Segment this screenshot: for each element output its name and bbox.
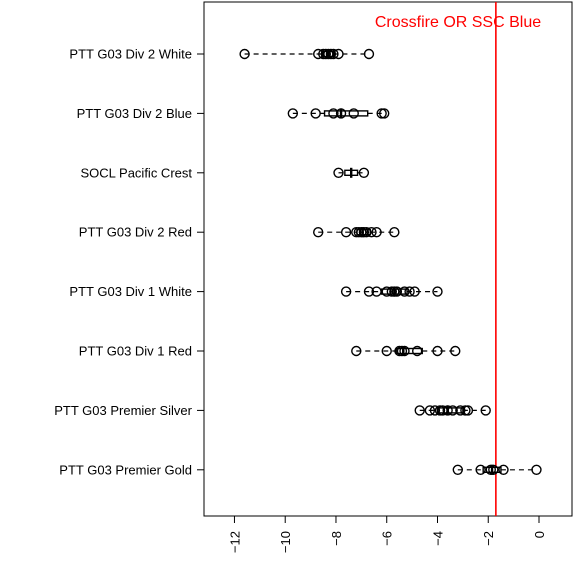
data-point bbox=[313, 226, 324, 238]
data-point bbox=[340, 226, 352, 238]
data-point bbox=[432, 286, 443, 297]
x-tick-label: −4 bbox=[430, 531, 445, 546]
data-point bbox=[432, 345, 443, 357]
data-point bbox=[363, 48, 375, 60]
x-tick-label: 0 bbox=[532, 531, 547, 538]
data-point bbox=[531, 464, 542, 475]
data-point bbox=[462, 405, 474, 416]
category-label: PTT G03 Div 2 White bbox=[69, 47, 192, 62]
data-point bbox=[287, 108, 299, 119]
data-point bbox=[452, 464, 463, 475]
reference-line-label: Crossfire OR SSC Blue bbox=[375, 14, 541, 31]
data-point bbox=[447, 405, 458, 416]
category-label: PTT G03 Div 1 Red bbox=[79, 344, 192, 359]
data-point bbox=[328, 108, 339, 119]
data-point bbox=[363, 286, 375, 297]
reference-line-group: Crossfire OR SSC Blue bbox=[375, 2, 541, 516]
data-point bbox=[409, 286, 420, 297]
category-label: PTT G03 Div 2 Blue bbox=[77, 106, 192, 121]
data-point bbox=[389, 226, 400, 238]
data-point bbox=[358, 167, 370, 179]
data-point bbox=[391, 286, 403, 297]
boxplot bbox=[333, 167, 370, 179]
data-point bbox=[239, 48, 250, 60]
x-tick-label: −2 bbox=[481, 531, 496, 546]
boxplot bbox=[239, 48, 375, 60]
boxplot bbox=[452, 464, 542, 475]
boxplot bbox=[351, 345, 461, 357]
data-point bbox=[455, 405, 466, 416]
data-point bbox=[333, 167, 344, 179]
x-tick-label: −8 bbox=[329, 531, 344, 546]
data-point bbox=[475, 464, 486, 475]
data-point bbox=[328, 48, 339, 60]
plot-frame bbox=[203, 1, 573, 517]
data-point bbox=[480, 405, 491, 416]
x-tick-label: −6 bbox=[380, 531, 395, 546]
boxplot bbox=[313, 226, 400, 238]
data-point bbox=[381, 286, 392, 297]
data-point bbox=[366, 226, 377, 238]
data-point bbox=[399, 286, 410, 297]
boxplot bbox=[340, 286, 443, 297]
data-point bbox=[442, 405, 453, 416]
category-label: PTT G03 Premier Silver bbox=[54, 403, 192, 418]
data-point bbox=[498, 464, 509, 475]
data-point bbox=[348, 108, 359, 119]
data-point bbox=[378, 108, 390, 119]
data-point bbox=[488, 464, 499, 475]
data-point bbox=[437, 405, 448, 416]
category-label: PTT G03 Div 1 White bbox=[69, 284, 192, 299]
data-point bbox=[429, 405, 441, 416]
boxplots bbox=[239, 48, 542, 475]
box bbox=[436, 407, 464, 414]
data-point bbox=[371, 286, 382, 297]
y-axis: PTT G03 Div 2 White PTT G03 Div 2 Blue SOC… bbox=[54, 47, 204, 477]
category-label: SOCL Pacific Crest bbox=[81, 165, 193, 180]
data-point bbox=[450, 345, 461, 357]
boxplot bbox=[287, 108, 390, 119]
data-point bbox=[399, 345, 410, 357]
data-point bbox=[340, 286, 352, 297]
category-label: PTT G03 Premier Gold bbox=[59, 462, 192, 477]
boxplot bbox=[414, 405, 491, 416]
category-label: PTT G03 Div 2 Red bbox=[79, 225, 192, 240]
x-tick-label: −12 bbox=[227, 531, 242, 553]
data-point bbox=[351, 345, 362, 357]
data-point bbox=[404, 286, 415, 297]
data-point bbox=[414, 405, 425, 416]
data-point bbox=[371, 226, 382, 238]
data-point bbox=[424, 405, 436, 416]
data-point bbox=[361, 226, 372, 238]
data-point bbox=[381, 345, 392, 357]
data-point bbox=[333, 48, 344, 60]
x-tick-label: −10 bbox=[278, 531, 293, 553]
data-point bbox=[313, 48, 324, 60]
data-point bbox=[411, 345, 423, 357]
x-axis: −12 −10 −8 −6 −4 −2 0 bbox=[227, 516, 547, 553]
data-point bbox=[310, 108, 321, 119]
data-point bbox=[335, 108, 347, 119]
